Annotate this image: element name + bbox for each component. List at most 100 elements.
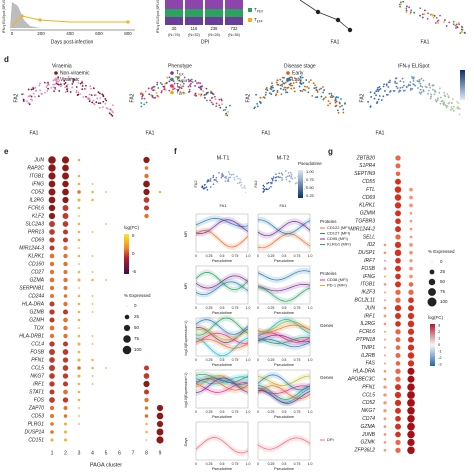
- trend-line: [195, 272, 249, 291]
- cell: [290, 175, 293, 178]
- cell: [70, 77, 73, 80]
- legend-swatch: [248, 8, 252, 12]
- label: CD95 (MFI): [327, 236, 349, 241]
- cell: [460, 25, 463, 28]
- cell: [275, 179, 278, 182]
- cell: [337, 96, 339, 99]
- dot: [407, 399, 415, 407]
- dot: [105, 223, 107, 225]
- cell: [224, 176, 226, 179]
- cell: [320, 95, 323, 98]
- cell: [434, 22, 437, 24]
- dot: [144, 414, 149, 418]
- dot: [409, 259, 413, 263]
- gene-label: GZMH: [29, 317, 44, 323]
- dot: [409, 227, 413, 231]
- dot: [50, 414, 54, 418]
- dot: [48, 164, 56, 172]
- cell: [339, 105, 341, 108]
- ribbon: [258, 373, 310, 389]
- cell: [436, 99, 439, 102]
- cell: [378, 95, 381, 97]
- cell: [280, 83, 283, 86]
- ribbon: [196, 335, 248, 359]
- cell: [209, 186, 212, 188]
- cell: [84, 87, 87, 90]
- cell: [445, 104, 448, 107]
- gene-label: CD160: [28, 261, 44, 267]
- trend-line: [257, 287, 311, 302]
- cell: [419, 7, 422, 10]
- colorbar: [460, 70, 465, 100]
- label: 0.75: [232, 410, 239, 414]
- label: CD127 (MFI): [327, 231, 351, 236]
- bar-segment: [205, 9, 223, 17]
- dot: [145, 430, 148, 434]
- label: -2: [438, 355, 442, 360]
- cell: [168, 89, 171, 92]
- cell: [334, 99, 336, 102]
- ribbon: [196, 336, 248, 352]
- cell: [432, 16, 435, 19]
- area: [10, 2, 40, 28]
- label: 0.25: [268, 462, 275, 466]
- dot: [62, 196, 69, 204]
- cell: [200, 93, 203, 96]
- dot: [62, 309, 69, 315]
- cell: [452, 20, 455, 23]
- dot: [383, 393, 387, 397]
- label: 4: [91, 450, 94, 456]
- label: 116: [191, 26, 198, 31]
- label: (N=36): [228, 33, 240, 37]
- dot: [62, 180, 69, 188]
- legend-dot: [54, 77, 58, 82]
- cell: [418, 91, 421, 94]
- cell: [264, 88, 267, 91]
- ribbon: [258, 382, 310, 402]
- axis-label: Pseudotime: [274, 467, 294, 471]
- dot: [62, 172, 69, 180]
- dot: [50, 438, 54, 442]
- gene-label: JUN: [364, 305, 375, 311]
- ribbon: [196, 278, 248, 298]
- cell: [81, 88, 84, 91]
- cell: [232, 173, 235, 176]
- dot: [49, 245, 55, 251]
- cell: [383, 83, 386, 86]
- cell: [367, 101, 369, 103]
- gene-label: CD74: [362, 416, 375, 422]
- label: 1.00: [306, 169, 315, 174]
- label: 0.5: [282, 410, 287, 414]
- cell: [239, 177, 241, 180]
- cell: [200, 88, 203, 91]
- ribbon: [258, 334, 310, 347]
- gene-label: GZMB: [30, 309, 45, 315]
- cell: [405, 85, 408, 88]
- cell: [212, 103, 214, 106]
- cell: [92, 87, 95, 90]
- cell: [278, 172, 280, 175]
- gene-label: CCL4: [31, 341, 44, 347]
- cell: [304, 85, 306, 88]
- cell: [375, 90, 378, 93]
- dot: [63, 253, 68, 259]
- gene-label: MIR1244-3: [19, 245, 44, 251]
- cell: [189, 85, 192, 88]
- trend-line: [257, 437, 311, 450]
- cell: [288, 174, 291, 177]
- dot: [407, 446, 415, 455]
- cell: [35, 89, 38, 92]
- cell: [37, 95, 40, 98]
- cell: [409, 89, 412, 91]
- cell: [266, 182, 268, 185]
- gene-label: RAP2C: [27, 165, 44, 171]
- dot: [383, 243, 387, 247]
- dot: [395, 329, 401, 335]
- dot: [49, 269, 55, 275]
- dot: [62, 164, 69, 172]
- label: FA2: [245, 93, 251, 102]
- cell: [27, 102, 30, 105]
- dot: [77, 382, 81, 386]
- dot: [395, 273, 401, 280]
- cell: [225, 175, 227, 178]
